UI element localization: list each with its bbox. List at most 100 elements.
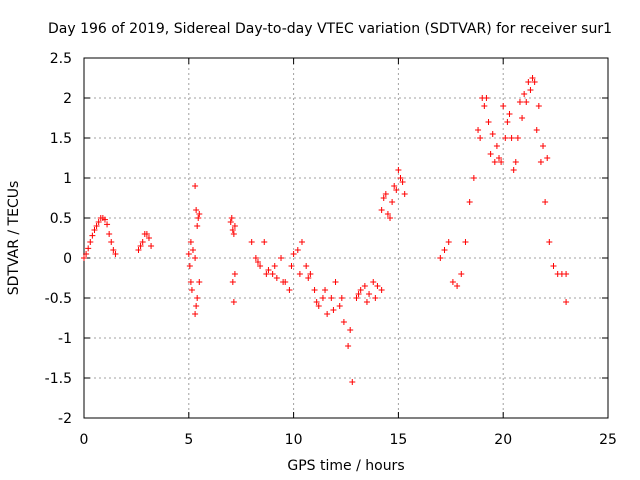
data-point-marker [83, 251, 90, 257]
chart-title: Day 196 of 2019, Sidereal Day-to-day VTE… [48, 21, 612, 37]
data-point-marker [305, 275, 312, 281]
data-point-marker [487, 151, 494, 157]
x-axis-label: GPS time / hours [287, 458, 404, 474]
data-point-marker [355, 291, 362, 297]
data-point-marker [491, 159, 498, 165]
y-tick-label: -0.5 [45, 291, 72, 307]
data-point-marker [462, 239, 469, 245]
data-point-marker [345, 343, 352, 349]
data-point-marker [489, 131, 496, 137]
data-point-marker [563, 271, 570, 277]
data-point-marker [263, 271, 270, 277]
x-tick-label: 0 [80, 432, 89, 448]
data-point-marker [194, 295, 201, 301]
y-tick-label: -1 [58, 331, 72, 347]
data-point-marker [393, 187, 400, 193]
data-point-marker [187, 239, 194, 245]
data-point-marker [106, 231, 113, 237]
data-point-marker [143, 231, 150, 237]
data-point-marker [502, 135, 509, 141]
data-point-marker [475, 127, 482, 133]
data-point-marker [87, 239, 94, 245]
data-point-marker [504, 119, 511, 125]
data-point-marker [187, 279, 194, 285]
data-point-marker [512, 159, 519, 165]
data-point-marker [449, 279, 456, 285]
data-point-marker [380, 195, 387, 201]
data-point-marker [382, 191, 389, 197]
data-point-marker [550, 263, 557, 269]
data-point-marker [481, 103, 488, 109]
y-tick-label: 1 [63, 171, 72, 187]
data-point-marker [248, 239, 255, 245]
data-point-marker [91, 227, 98, 233]
data-point-marker [357, 287, 364, 293]
data-point-marker [145, 235, 152, 241]
data-point-marker [315, 303, 322, 309]
data-point-marker [542, 199, 549, 205]
y-tick-label: 1.5 [50, 131, 72, 147]
data-point-marker [252, 255, 259, 261]
data-point-marker [290, 251, 297, 257]
data-point-marker [324, 311, 331, 317]
data-point-marker [477, 135, 484, 141]
data-point-marker [332, 279, 339, 285]
data-point-marker [563, 299, 570, 305]
data-point-marker [112, 251, 119, 257]
y-tick-label: -1.5 [45, 371, 72, 387]
y-tick-label: -2 [58, 411, 72, 427]
data-point-marker [294, 247, 301, 253]
data-point-marker [540, 143, 547, 149]
data-point-marker [458, 271, 465, 277]
data-point-marker [466, 199, 473, 205]
data-point-marker [192, 255, 199, 261]
data-point-marker [271, 263, 278, 269]
data-point-marker [347, 327, 354, 333]
data-points [81, 75, 570, 385]
data-point-marker [231, 223, 238, 229]
data-point-marker [148, 243, 155, 249]
data-point-marker [230, 299, 237, 305]
data-point-marker [328, 295, 335, 301]
data-point-marker [336, 303, 343, 309]
data-point-marker [81, 255, 87, 261]
data-point-marker [229, 279, 236, 285]
data-point-marker [527, 87, 534, 93]
data-point-marker [391, 183, 398, 189]
data-point-marker [273, 275, 280, 281]
x-tick-label: 10 [285, 432, 303, 448]
data-point-marker [546, 239, 553, 245]
data-point-marker [340, 319, 347, 325]
data-point-marker [519, 115, 526, 121]
data-point-marker [496, 155, 503, 161]
data-point-marker [231, 271, 238, 277]
data-point-marker [483, 95, 490, 101]
data-point-marker [387, 215, 394, 221]
data-point-marker [286, 287, 293, 293]
data-point-marker [514, 135, 521, 141]
data-point-marker [261, 239, 268, 245]
data-point-marker [95, 219, 102, 225]
data-point-marker [85, 245, 92, 252]
data-point-marker [523, 99, 530, 105]
data-point-marker [137, 243, 144, 249]
data-point-marker [516, 99, 523, 105]
data-point-marker [500, 103, 507, 109]
data-point-marker [441, 247, 448, 253]
data-point-marker [101, 216, 108, 223]
data-point-marker [510, 167, 517, 173]
data-point-marker [89, 232, 96, 239]
x-tick-label: 15 [389, 432, 407, 448]
data-point-marker [401, 191, 408, 197]
data-point-marker [230, 231, 237, 237]
data-point-marker [193, 303, 200, 309]
data-point-marker [521, 91, 528, 97]
data-point-marker [533, 127, 540, 133]
data-point-marker [311, 287, 318, 293]
data-point-marker [108, 239, 115, 245]
data-point-marker [303, 263, 310, 269]
data-point-marker [531, 79, 538, 85]
x-tick-labels: 0 5 10 15 20 25 [80, 432, 617, 448]
y-tick-label: 2.5 [50, 51, 72, 67]
